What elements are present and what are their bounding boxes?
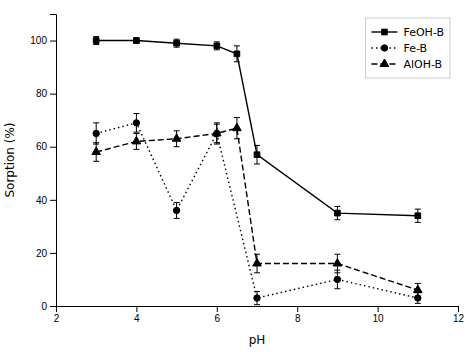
legend-item: Fe-B bbox=[371, 42, 427, 55]
series bbox=[92, 118, 422, 297]
tick-mark bbox=[378, 306, 379, 312]
tick-mark bbox=[136, 306, 137, 312]
error-bar bbox=[334, 206, 340, 219]
tick-mark bbox=[50, 41, 56, 42]
y-tick: 60 bbox=[36, 141, 56, 152]
x-axis: 2 4 6 8 10 12 bbox=[54, 306, 465, 324]
error-bar bbox=[93, 37, 99, 45]
series bbox=[93, 114, 421, 305]
y-tick: 40 bbox=[36, 195, 56, 206]
tick-label: 100 bbox=[30, 35, 47, 46]
x-tick: 4 bbox=[134, 306, 140, 324]
point bbox=[132, 136, 141, 143]
error-bar bbox=[133, 38, 139, 43]
tick-label: 40 bbox=[36, 195, 48, 206]
tick-label: 8 bbox=[295, 313, 301, 324]
error-bar bbox=[133, 114, 139, 133]
x-tick: 8 bbox=[295, 306, 301, 324]
error-bar bbox=[415, 209, 421, 222]
point bbox=[172, 134, 181, 141]
point bbox=[133, 120, 139, 126]
tick-label: 0 bbox=[41, 301, 47, 312]
legend-label: AlOH-B bbox=[403, 58, 442, 71]
x-tick: 2 bbox=[54, 306, 60, 324]
point bbox=[335, 210, 341, 216]
tick-label: 20 bbox=[36, 248, 48, 259]
point bbox=[174, 40, 180, 46]
error-bar bbox=[254, 291, 260, 304]
y-tick: 0 bbox=[41, 301, 56, 312]
point bbox=[93, 130, 99, 136]
tick-mark bbox=[50, 94, 56, 95]
tick-mark bbox=[50, 147, 56, 148]
legend-item: AlOH-B bbox=[371, 58, 442, 71]
tick-mark bbox=[50, 200, 56, 201]
y-tick: 80 bbox=[36, 88, 56, 99]
tick-label: 60 bbox=[36, 141, 48, 152]
legend: FeOH-B Fe-B AlOH-B bbox=[365, 18, 450, 78]
tick-mark bbox=[50, 306, 56, 307]
point bbox=[234, 51, 240, 57]
legend-box bbox=[365, 18, 450, 78]
legend-marker bbox=[381, 45, 387, 51]
tick-label: 10 bbox=[373, 313, 385, 324]
series bbox=[93, 37, 421, 223]
error-bar bbox=[174, 39, 180, 47]
tick-mark bbox=[297, 306, 298, 312]
x-tick: 10 bbox=[373, 306, 385, 324]
point bbox=[254, 295, 260, 301]
x-axis-line bbox=[57, 307, 459, 313]
error-bar bbox=[254, 145, 260, 164]
tick-label: 80 bbox=[36, 88, 48, 99]
x-axis-title: pH bbox=[249, 333, 266, 347]
x-tick: 12 bbox=[453, 306, 465, 324]
legend-label: Fe-B bbox=[403, 42, 427, 55]
legend-marker bbox=[380, 59, 389, 66]
tick-mark bbox=[217, 306, 218, 312]
tick-mark bbox=[458, 306, 459, 312]
legend-item: FeOH-B bbox=[371, 26, 444, 39]
series-line bbox=[96, 128, 418, 290]
legend-marker bbox=[382, 29, 388, 35]
error-bar bbox=[174, 202, 180, 218]
chart: 2 4 6 8 10 12 0 20 40 60 80 100 pH Sorption (%) FeOH-B… bbox=[0, 0, 474, 352]
x-tick: 6 bbox=[215, 306, 221, 324]
tick-label: 2 bbox=[54, 313, 60, 324]
plot: 2 4 6 8 10 12 0 20 40 60 80 100 pH Sorption (%) FeOH-B… bbox=[3, 15, 464, 348]
point bbox=[415, 213, 421, 219]
point bbox=[333, 259, 342, 266]
error-bar bbox=[93, 123, 99, 144]
point bbox=[214, 43, 220, 49]
tick-mark bbox=[50, 253, 56, 254]
point bbox=[93, 38, 99, 44]
point bbox=[414, 285, 423, 292]
point bbox=[253, 259, 262, 266]
point bbox=[134, 38, 140, 44]
point bbox=[233, 123, 242, 130]
y-axis-line bbox=[50, 15, 57, 307]
tick-label: 6 bbox=[215, 313, 221, 324]
y-tick: 100 bbox=[30, 35, 56, 46]
point bbox=[92, 147, 101, 154]
point bbox=[334, 276, 340, 282]
error-bar bbox=[214, 42, 220, 50]
y-axis-title: Sorption (%) bbox=[3, 122, 17, 197]
tick-label: 12 bbox=[453, 313, 465, 324]
y-tick: 20 bbox=[36, 248, 56, 259]
y-axis: 0 20 40 60 80 100 bbox=[30, 15, 56, 312]
legend-label: FeOH-B bbox=[403, 26, 444, 39]
error-bar bbox=[234, 46, 240, 62]
tick-label: 4 bbox=[134, 313, 140, 324]
point bbox=[173, 207, 179, 213]
series-line bbox=[96, 123, 418, 298]
point bbox=[254, 152, 260, 158]
point bbox=[213, 128, 222, 135]
